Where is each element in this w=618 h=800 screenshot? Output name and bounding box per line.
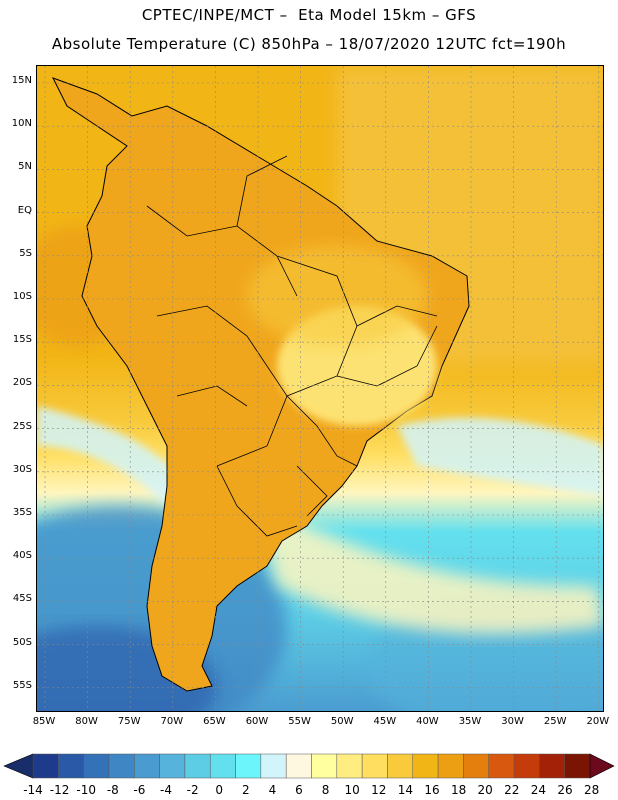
colorbar-swatch <box>260 753 287 779</box>
colorbar-label: -2 <box>186 783 199 797</box>
colorbar-swatch <box>463 753 489 779</box>
map-title: CPTEC/INPE/MCT – Eta Model 15km – GFS <box>141 6 477 24</box>
colorbar-label: 26 <box>557 783 573 797</box>
colorbar-label: -14 <box>23 783 43 797</box>
longitude-label: 25W <box>543 716 567 727</box>
longitude-label: 45W <box>373 716 397 727</box>
colorbar-label: 8 <box>321 783 330 797</box>
colorbar-label: 24 <box>530 783 547 797</box>
colorbar-label: 18 <box>450 783 467 797</box>
colorbar-swatch <box>285 753 312 779</box>
colorbar-label: 12 <box>371 783 387 797</box>
colorbar-swatch <box>336 753 363 779</box>
colorbar-swatch <box>564 753 591 779</box>
colorbar-swatch <box>58 753 84 779</box>
colorbar-swatch <box>539 753 565 779</box>
temperature-field <box>37 66 603 711</box>
map-subtitle: Absolute Temperature (C) 850hPa – 18/07/… <box>51 35 567 53</box>
latitude-label: 50S <box>12 636 32 648</box>
colorbar-swatch <box>159 753 186 779</box>
latitude-label: 10N <box>11 118 32 130</box>
colorbar-label: -10 <box>76 783 96 797</box>
colorbar-label: -12 <box>49 783 70 797</box>
colorbar-min-arrow <box>3 753 34 779</box>
longitude-label: 85W <box>32 716 56 727</box>
latitude-label: 30S <box>12 463 32 475</box>
colorbar-label: -8 <box>106 783 119 797</box>
latitude-label: EQ <box>17 204 32 216</box>
longitude-label: 20W <box>586 716 610 727</box>
temperature-map <box>36 65 604 712</box>
latitude-label: 20S <box>12 377 32 389</box>
colorbar-label: 14 <box>397 783 414 797</box>
latitude-label: 5N <box>18 161 32 173</box>
colorbar-swatch <box>412 753 439 779</box>
colorbar-label: 16 <box>424 783 440 797</box>
colorbar-label: 6 <box>295 783 303 797</box>
colorbar-label: -4 <box>160 783 172 797</box>
colorbar-label: 2 <box>241 783 250 797</box>
colorbar-swatch <box>437 753 464 779</box>
political-borders <box>146 155 438 537</box>
central-yellow-area <box>247 246 427 346</box>
colorbar-max-arrow <box>589 753 615 779</box>
longitude-label: 70W <box>160 716 184 727</box>
colorbar-label: 10 <box>344 783 360 797</box>
colorbar-swatch <box>32 753 59 779</box>
longitude-label: 80W <box>75 716 98 727</box>
colorbar-label: 4 <box>268 783 277 797</box>
atlantic-cool-band <box>397 417 603 496</box>
colorbar-label: 28 <box>583 783 600 797</box>
pacific-cool-band <box>37 406 187 506</box>
longitude-label: 75W <box>117 716 141 727</box>
latitude-label: 40S <box>12 550 32 562</box>
colorbar-swatch <box>488 753 515 779</box>
latitude-label: 35S <box>12 507 32 518</box>
latitude-label: 15S <box>12 334 32 346</box>
colorbar-label: -6 <box>133 783 146 797</box>
latitude-label: 25S <box>12 420 32 432</box>
latitude-label: 15N <box>11 75 32 86</box>
latitude-label: 55S <box>12 679 32 691</box>
longitude-label: 35W <box>458 716 482 727</box>
colorbar-swatch <box>209 753 236 779</box>
colorbar <box>3 753 615 779</box>
south-america-land <box>51 77 470 692</box>
latitude-label: 45S <box>12 593 32 605</box>
colorbar-swatch <box>361 753 388 779</box>
colorbar-swatch <box>83 753 110 779</box>
longitude-label: 65W <box>203 716 226 727</box>
longitude-label: 30W <box>501 716 524 727</box>
latitude-label: 5S <box>19 247 32 259</box>
longitude-label: 50W <box>330 716 354 727</box>
latitude-label: 10S <box>12 291 32 302</box>
colorbar-label: 0 <box>215 783 223 797</box>
longitude-label: 55W <box>288 716 311 727</box>
colorbar-label: 22 <box>504 783 520 797</box>
colorbar-swatch <box>184 753 211 779</box>
longitude-label: 60W <box>245 716 269 727</box>
colorbar-swatch <box>513 753 540 779</box>
colorbar-swatch <box>134 753 160 779</box>
colorbar-label: 20 <box>477 783 493 797</box>
longitude-label: 40W <box>416 716 439 727</box>
colorbar-swatch <box>235 753 262 779</box>
colorbar-swatch <box>311 753 338 779</box>
colorbar-swatch <box>387 753 414 779</box>
colorbar-swatch <box>108 753 135 779</box>
